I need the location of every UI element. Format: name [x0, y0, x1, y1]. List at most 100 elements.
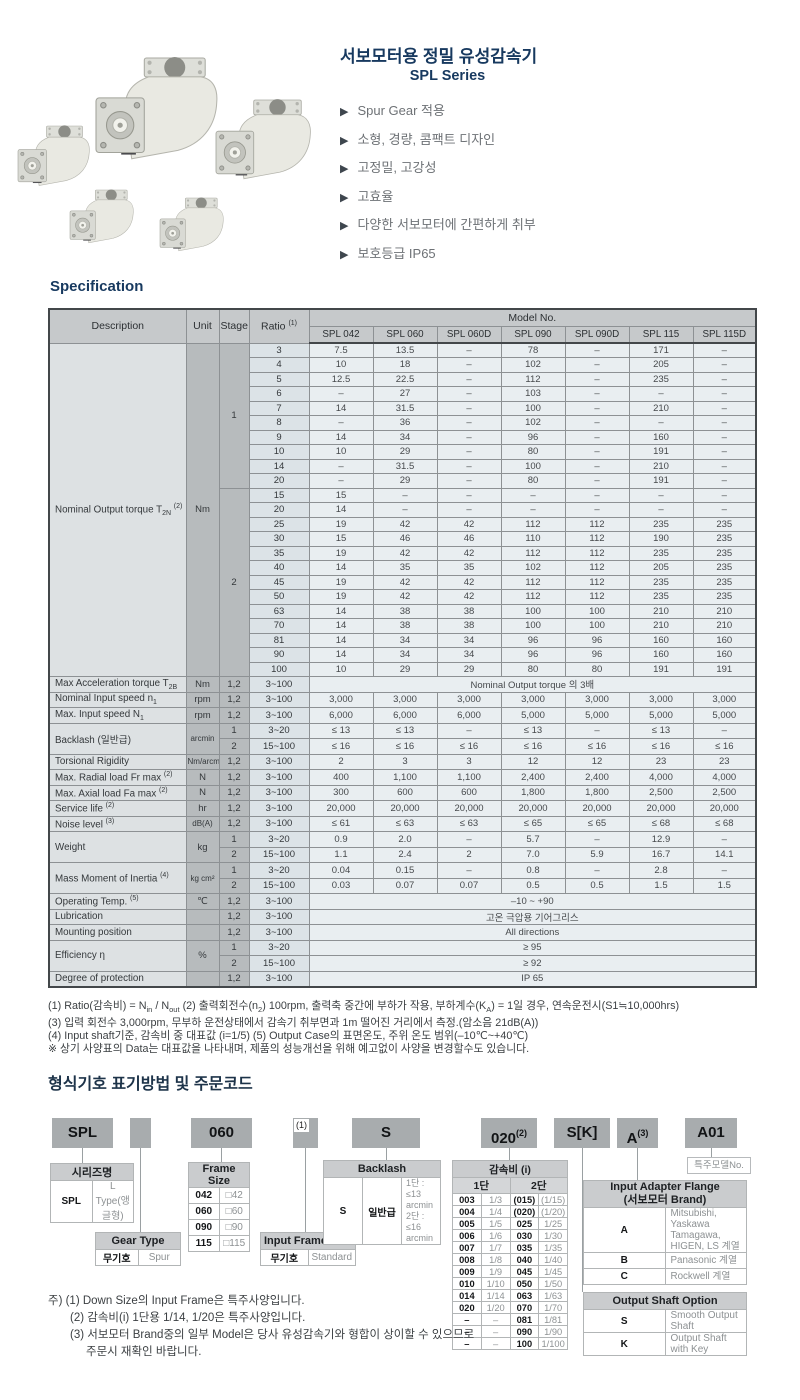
spec-value: 4,000 [692, 769, 757, 786]
ratio-value: 1/5 [480, 1217, 511, 1230]
frame-table-value: □90 [218, 1219, 250, 1236]
col-header-ratio: Ratio (1) [248, 308, 310, 344]
spec-value: 2 [436, 846, 502, 863]
spec-unit: N [185, 784, 220, 801]
ratio-value: 1/50 [538, 1277, 568, 1290]
spec-value: – [436, 473, 502, 489]
spec-stage: 2 [218, 487, 250, 677]
spec-span: –10 ~ +90 [308, 893, 757, 910]
spec-value: 96 [500, 429, 566, 445]
ratio-value: 1/40 [538, 1253, 568, 1266]
spec-ratio: 70 [248, 618, 310, 634]
spec-value: – [564, 862, 630, 879]
series-table-code: SPL [50, 1180, 93, 1223]
spec-value: 100 [564, 618, 630, 634]
spec-value: 34 [372, 632, 438, 648]
spec-value: 112 [500, 545, 566, 561]
spec-unit: kg [185, 831, 220, 863]
ratio-value: 1/100 [538, 1337, 568, 1350]
ratio-value: 1/20 [480, 1301, 511, 1314]
spec-ratio: 3~100 [248, 707, 310, 724]
spec-value: 19 [308, 589, 374, 605]
spec-stage: 1 [218, 831, 250, 848]
adapter-table-code: A [583, 1207, 666, 1253]
gear-table-value: Spur [137, 1249, 181, 1266]
spec-ratio: 100 [248, 661, 310, 677]
ratio-code: (020) [509, 1205, 540, 1218]
spec-ratio: 3~100 [248, 691, 310, 708]
bullet-arrow-icon: ▶ [340, 191, 349, 204]
ratio-code: 035 [509, 1241, 540, 1254]
spec-value: 38 [436, 603, 502, 619]
spec-stage: 1,2 [218, 924, 250, 941]
ratio-value: 1/25 [538, 1217, 568, 1230]
shaft-table-header: Output Shaft Option [583, 1292, 747, 1310]
spec-value: – [564, 722, 630, 739]
spec-stage: 1 [218, 939, 250, 956]
connector-line [221, 1148, 222, 1162]
spec-desc: Mass Moment of Inertia (4) [48, 862, 187, 894]
gear-table-code: 무기호 [95, 1249, 139, 1266]
spec-value: 31.5 [372, 400, 438, 416]
spec-ratio: 15 [248, 487, 310, 503]
spec-value: 19 [308, 545, 374, 561]
spec-value: 15 [308, 531, 374, 547]
spec-ratio: 7 [248, 400, 310, 416]
spec-value: – [436, 831, 502, 848]
spec-ratio: 3~100 [248, 769, 310, 786]
spec-value: – [372, 502, 438, 518]
ratio-value: 1/7 [480, 1241, 511, 1254]
spec-value: 29 [372, 473, 438, 489]
spec-value: 2,500 [692, 784, 757, 801]
series-table-value: L Type(앵글형) [91, 1180, 134, 1223]
spec-value: – [436, 487, 502, 503]
spec-desc: Noise level (3) [48, 815, 187, 832]
spec-value: 191 [628, 444, 694, 460]
spec-value: 12 [564, 753, 630, 770]
spec-value: 19 [308, 574, 374, 590]
spec-value: 16.7 [628, 846, 694, 863]
bullet-arrow-icon: ▶ [340, 220, 349, 232]
ratio-code: – [452, 1325, 482, 1338]
code-box-ratio: 020(2) [481, 1118, 537, 1148]
spec-value: 1.5 [628, 877, 694, 894]
col-header-model: SPL 090 [500, 325, 566, 344]
frame-table-value: □42 [218, 1187, 250, 1204]
spec-value: – [308, 473, 374, 489]
bullet-arrow-icon: ▶ [340, 163, 349, 175]
spec-value: – [692, 831, 757, 848]
spec-value: – [436, 444, 502, 460]
spec-value: 0.07 [436, 877, 502, 894]
spec-value: – [564, 386, 630, 402]
bullet-arrow-icon: ▶ [340, 248, 349, 261]
spec-value: 14 [308, 502, 374, 518]
spec-stage: 2 [218, 877, 250, 894]
spec-value: 2.4 [372, 846, 438, 863]
spec-value: 96 [564, 647, 630, 663]
ratio-value: 1/35 [538, 1241, 568, 1254]
ratio-value: 1/10 [480, 1277, 511, 1290]
spec-value: 112 [500, 574, 566, 590]
ratio-code: 014 [452, 1289, 482, 1302]
series-table: 시리즈명 SPL L Type(앵글형) [50, 1163, 134, 1223]
spec-ratio: 20 [248, 473, 310, 489]
shaft-table-value: Output Shaft with Key [664, 1332, 747, 1356]
code-box-series: SPL [52, 1118, 113, 1148]
col-header-unit: Unit [185, 308, 220, 344]
spec-value: – [692, 415, 757, 431]
code-box-framesize-label: 060 [208, 1124, 235, 1141]
spec-ratio: 3~20 [248, 722, 310, 739]
spec-ratio: 3~100 [248, 753, 310, 770]
ratio-code: 008 [452, 1253, 482, 1266]
spec-value: 6,000 [436, 707, 502, 724]
spec-value: ≤ 13 [628, 722, 694, 739]
spec-value: 1.5 [692, 877, 757, 894]
spec-value: – [436, 400, 502, 416]
spec-ratio: 9 [248, 429, 310, 445]
spec-value: 42 [436, 545, 502, 561]
spec-ratio: 15~100 [248, 846, 310, 863]
spec-value: 190 [628, 531, 694, 547]
connector-line [711, 1148, 712, 1157]
ratio-value: – [480, 1325, 511, 1338]
spec-value: 100 [500, 400, 566, 416]
